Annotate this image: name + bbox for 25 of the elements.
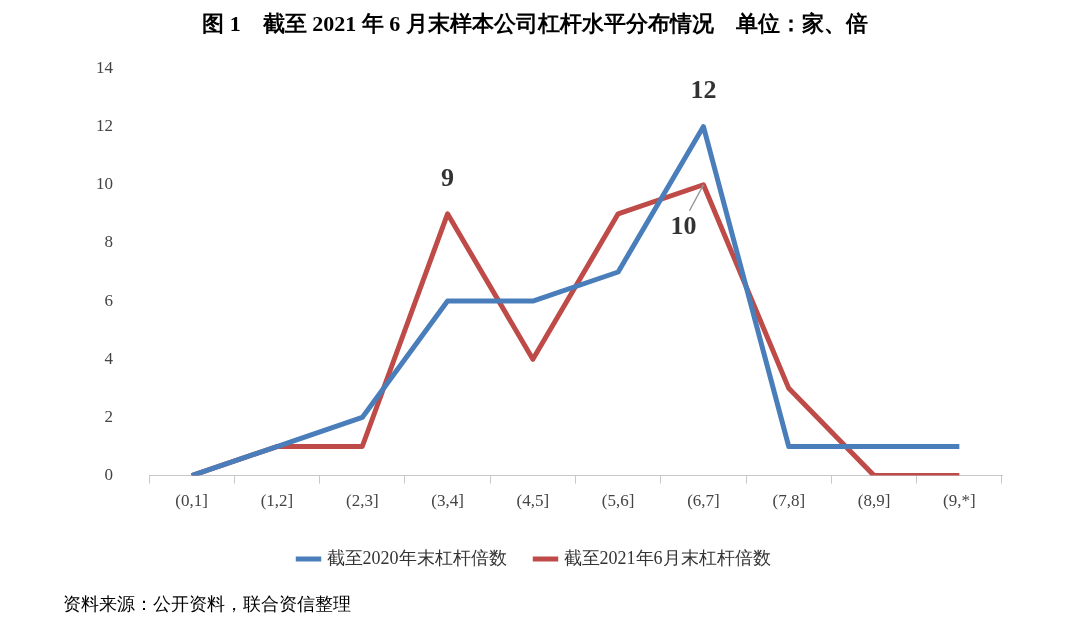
x-tick-label: (8,9] <box>857 491 891 511</box>
text: 资料来源：公开资料，联合资信整理 <box>62 593 352 616</box>
annotation: 12 <box>690 75 717 105</box>
y-tick-label: 10 <box>96 174 113 194</box>
x-tick-label: (0,1] <box>175 491 208 511</box>
x-tick-label: (3,4] <box>431 491 464 511</box>
y-tick-label: 4 <box>104 348 114 368</box>
annotation: 9 <box>441 162 455 192</box>
x-tick-label: (9,*] <box>943 491 976 511</box>
y-tick-label: 0 <box>104 465 113 485</box>
y-tick-label: 8 <box>104 232 113 252</box>
legend-label: 截至2021年6月末杠杆倍数 <box>563 547 771 568</box>
y-tick-label: 2 <box>104 406 113 426</box>
x-tick-label: (6,7] <box>687 491 720 511</box>
x-tick-label: (2,3] <box>345 491 379 511</box>
x-tick-label: (7,8] <box>772 491 806 511</box>
chart-title: 图 1 截至 2021 年 6 月末样本公司杠杆水平分布情况 单位：家、倍 <box>202 10 868 36</box>
x-tick-label: (4,5] <box>516 491 550 511</box>
x-tick-label: (5,6] <box>601 491 635 511</box>
annotation: 10 <box>670 211 697 241</box>
y-tick-label: 14 <box>96 57 114 77</box>
legend-label: 截至2020年末杠杆倍数 <box>326 547 507 568</box>
y-tick-label: 6 <box>104 290 113 310</box>
x-tick-label: (1,2] <box>260 491 294 511</box>
y-tick-label: 12 <box>96 116 113 136</box>
